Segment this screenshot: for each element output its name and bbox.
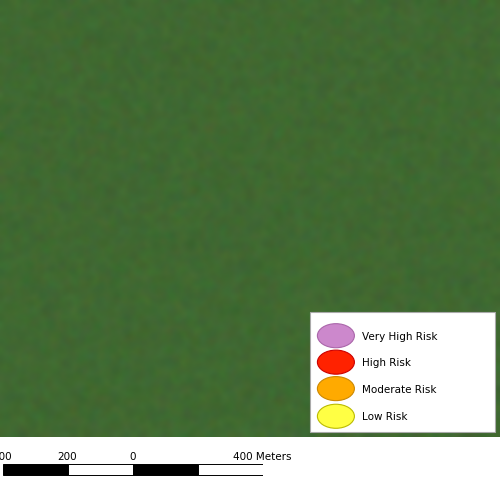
Text: Moderate Risk: Moderate Risk	[362, 384, 436, 394]
Circle shape	[318, 350, 354, 374]
Text: 0: 0	[129, 451, 136, 461]
Text: Very High Risk: Very High Risk	[362, 331, 438, 341]
Circle shape	[318, 324, 354, 348]
Text: Low Risk: Low Risk	[362, 411, 408, 421]
Bar	[198, 464, 262, 475]
Circle shape	[318, 404, 354, 429]
Text: High Risk: High Risk	[362, 358, 411, 367]
Text: 200: 200	[58, 451, 78, 461]
Text: 400 Meters: 400 Meters	[233, 451, 292, 461]
Text: 400: 400	[0, 451, 12, 461]
FancyBboxPatch shape	[310, 312, 495, 432]
Bar	[132, 464, 198, 475]
Bar	[2, 464, 68, 475]
Bar	[68, 464, 132, 475]
Circle shape	[318, 377, 354, 401]
